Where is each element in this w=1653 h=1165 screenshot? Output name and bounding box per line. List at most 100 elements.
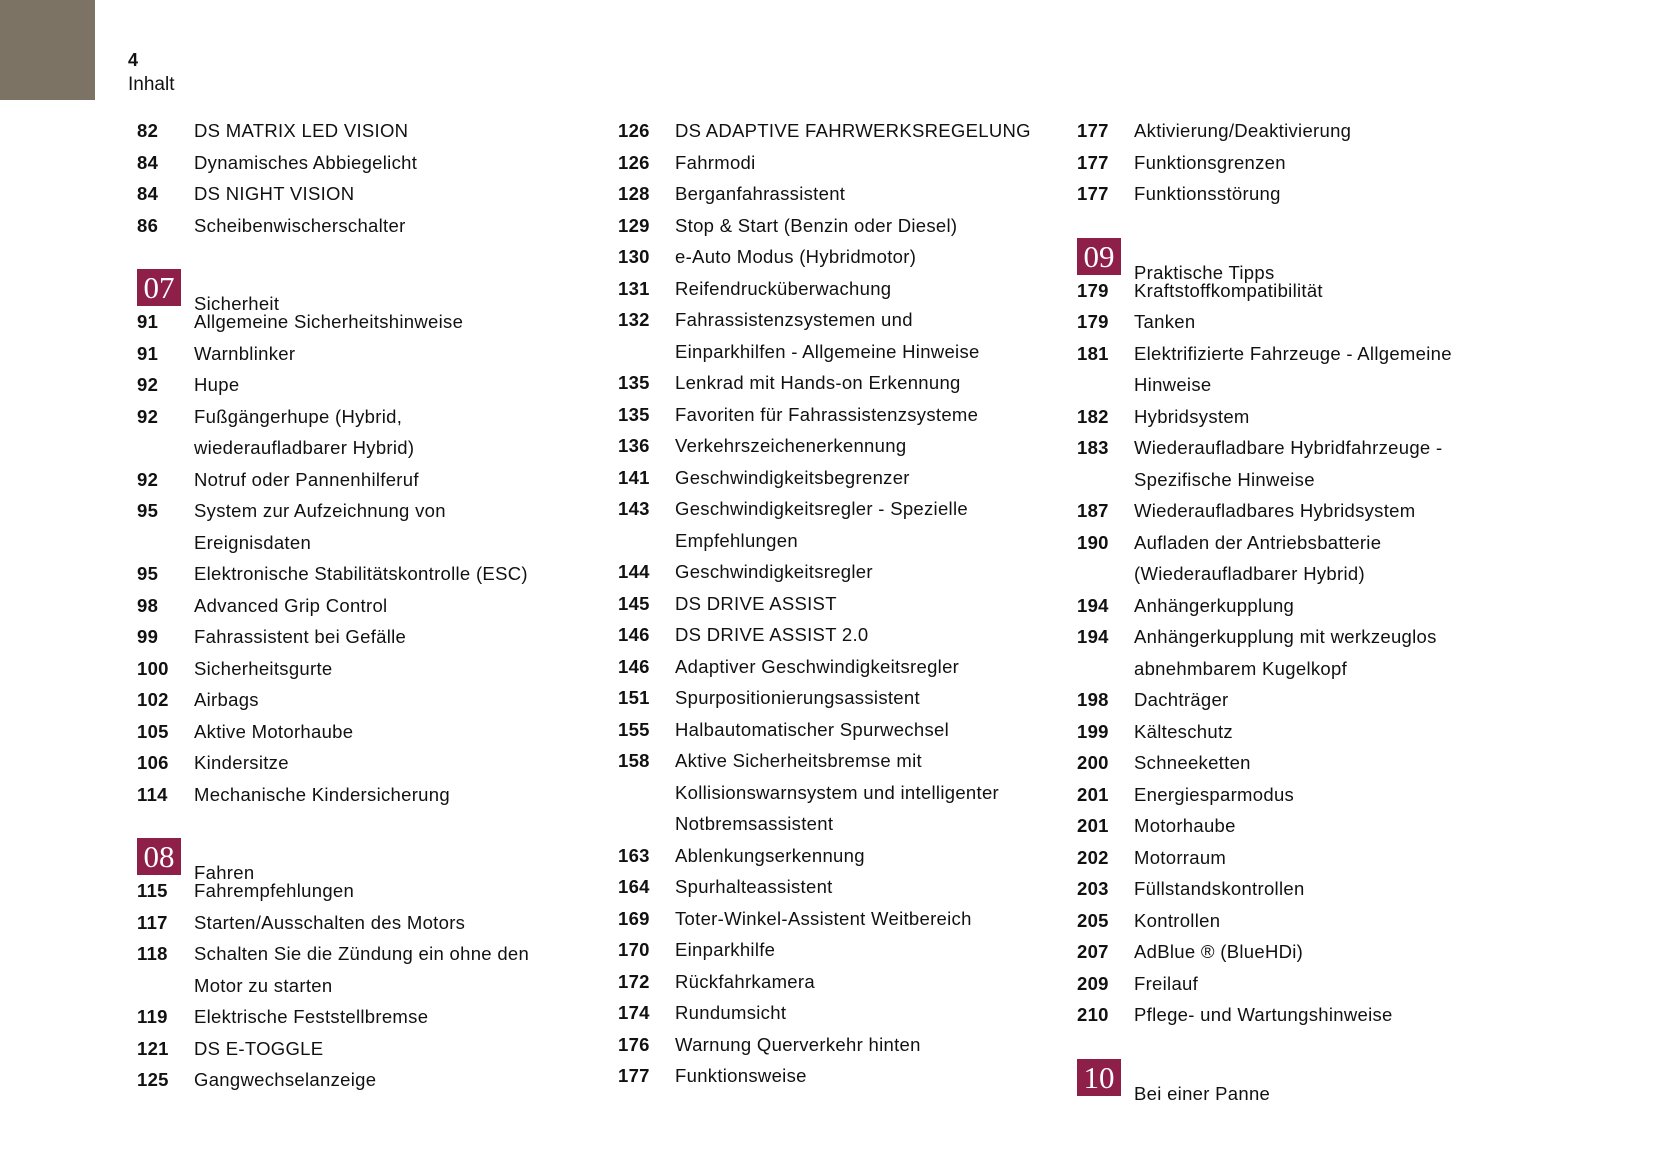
toc-entry[interactable]: 194 Anhängerkupplung mit werkzeuglos abne…: [1077, 621, 1452, 684]
toc-entry[interactable]: 144 Geschwindigkeitsregler: [618, 556, 1031, 588]
toc-entry[interactable]: 92 Notruf oder Pannenhilferuf: [137, 464, 529, 496]
toc-entry[interactable]: 164 Spurhalteassistent: [618, 871, 1031, 903]
toc-entry[interactable]: 177 Funktionsweise: [618, 1060, 1031, 1092]
toc-entry[interactable]: 82 DS MATRIX LED VISION: [137, 115, 529, 147]
chapter-heading[interactable]: 09 Praktische Tipps: [1077, 237, 1452, 282]
toc-entry[interactable]: 201 Motorhaube: [1077, 810, 1452, 842]
toc-entry[interactable]: 135 Favoriten für Fahrassistenzsysteme: [618, 399, 1031, 431]
toc-entry[interactable]: 179 Tanken: [1077, 306, 1452, 338]
toc-entry-title: DS DRIVE ASSIST 2.0: [675, 624, 869, 645]
toc-entry[interactable]: 201 Energiesparmodus: [1077, 779, 1452, 811]
toc-column-1: 82 DS MATRIX LED VISION 84 Dynamisches Abbi…: [137, 115, 529, 1096]
toc-entry[interactable]: 131 Reifendrucküberwachung: [618, 273, 1031, 305]
toc-entry[interactable]: 202 Motorraum: [1077, 842, 1452, 874]
toc-entry[interactable]: 95 System zur Aufzeichnung von Ereignisda…: [137, 495, 529, 558]
toc-entry[interactable]: 200 Schneeketten: [1077, 747, 1452, 779]
toc-entry-title: Dynamisches Abbiegelicht: [194, 151, 418, 173]
toc-entry[interactable]: 84 DS NIGHT VISION: [137, 178, 529, 210]
toc-entry-title: Verkehrszeichenerkennung: [675, 435, 907, 456]
toc-entry-title: Wiederaufladbares Hybridsystem: [1134, 500, 1416, 521]
toc-entry[interactable]: 132 Fahrassistenzsystemen und Einparkhilf…: [618, 304, 1031, 367]
toc-entry[interactable]: 135 Lenkrad mit Hands-on Erkennung: [618, 367, 1031, 399]
toc-page-number: 135: [618, 403, 650, 425]
toc-entry[interactable]: 92 Fußgängerhupe (Hybrid, wiederaufladbar…: [137, 401, 529, 464]
toc-entry[interactable]: 84 Dynamisches Abbiegelicht: [137, 147, 529, 179]
toc-entry[interactable]: 205 Kontrollen: [1077, 905, 1452, 937]
toc-entry[interactable]: 163 Ablenkungserkennung: [618, 840, 1031, 872]
toc-entry[interactable]: 106 Kindersitze: [137, 747, 529, 779]
toc-entry[interactable]: 146 Adaptiver Geschwindigkeitsregler: [618, 651, 1031, 683]
toc-entry[interactable]: 198 Dachträger: [1077, 684, 1452, 716]
toc-entry[interactable]: 100 Sicherheitsgurte: [137, 653, 529, 685]
toc-entry[interactable]: 136 Verkehrszeichenerkennung: [618, 430, 1031, 462]
toc-entry[interactable]: 114 Mechanische Kindersicherung: [137, 779, 529, 811]
toc-entry[interactable]: 99 Fahrassistent bei Gefälle: [137, 621, 529, 653]
toc-entry[interactable]: 115 Fahrempfehlungen: [137, 875, 529, 907]
toc-entry-title: Schalten Sie die Zündung ein ohne den Mo…: [194, 943, 530, 996]
toc-page-number: 136: [618, 435, 650, 456]
toc-entry[interactable]: 177 Funktionsstörung: [1077, 178, 1452, 210]
toc-entry[interactable]: 105 Aktive Motorhaube: [137, 716, 529, 748]
toc-entry[interactable]: 128 Berganfahrassistent: [618, 178, 1031, 210]
toc-entry[interactable]: 143 Geschwindigkeitsregler - Spezielle Em…: [618, 493, 1031, 556]
toc-page-number: 91: [137, 311, 159, 332]
toc-entry[interactable]: 121 DS E-TOGGLE: [137, 1033, 529, 1065]
toc-entry-title: Dachträger: [1134, 689, 1229, 710]
toc-entry-title: Fahrempfehlungen: [194, 880, 355, 901]
toc-entry[interactable]: 172 Rückfahrkamera: [618, 966, 1031, 998]
toc-page-number: 126: [618, 151, 650, 173]
toc-entry[interactable]: 187 Wiederaufladbares Hybridsystem: [1077, 495, 1452, 527]
toc-entry[interactable]: 145 DS DRIVE ASSIST: [618, 588, 1031, 620]
chapter-heading[interactable]: 08 Fahren: [137, 838, 529, 883]
toc-entry[interactable]: 118 Schalten Sie die Zündung ein ohne den…: [137, 938, 529, 1001]
toc-entry[interactable]: 126 Fahrmodi: [618, 147, 1031, 179]
toc-entry[interactable]: 130 e-Auto Modus (Hybridmotor): [618, 241, 1031, 273]
toc-entry[interactable]: 174 Rundumsicht: [618, 997, 1031, 1029]
toc-entry[interactable]: 129 Stop & Start (Benzin oder Diesel): [618, 210, 1031, 242]
toc-entry-title: Tanken: [1134, 311, 1196, 332]
toc-page-number: 115: [137, 880, 168, 901]
toc-entry-title: Scheibenwischerschalter: [194, 214, 406, 236]
chapter-heading[interactable]: 07 Sicherheit: [137, 269, 529, 314]
toc-entry[interactable]: 146 DS DRIVE ASSIST 2.0: [618, 619, 1031, 651]
toc-entry[interactable]: 117 Starten/Ausschalten des Motors: [137, 907, 529, 939]
toc-page-number: 209: [1077, 972, 1109, 994]
toc-entry[interactable]: 177 Aktivierung/Deaktivierung: [1077, 115, 1452, 147]
toc-entry[interactable]: 151 Spurpositionierungsassistent: [618, 682, 1031, 714]
toc-entry[interactable]: 91 Allgemeine Sicherheitshinweise: [137, 306, 529, 338]
toc-entry[interactable]: 158 Aktive Sicherheitsbremse mit Kollisio…: [618, 745, 1031, 840]
toc-entry[interactable]: 207 AdBlue ® (BlueHDi): [1077, 936, 1452, 968]
toc-page-number: 114: [137, 783, 168, 805]
toc-entry[interactable]: 126 DS ADAPTIVE FAHRWERKSREGELUNG: [618, 115, 1031, 147]
toc-entry[interactable]: 86 Scheibenwischerschalter: [137, 210, 529, 242]
toc-entry[interactable]: 119 Elektrische Feststellbremse: [137, 1001, 529, 1033]
chapter-heading[interactable]: 10 Bei einer Panne: [1077, 1058, 1452, 1103]
toc-page-number: 141: [618, 466, 650, 488]
toc-entry[interactable]: 125 Gangwechselanzeige: [137, 1064, 529, 1096]
toc-entry[interactable]: 177 Funktionsgrenzen: [1077, 147, 1452, 179]
toc-entry[interactable]: 176 Warnung Querverkehr hinten: [618, 1029, 1031, 1061]
toc-entry-title: Kontrollen: [1134, 909, 1221, 931]
toc-entry[interactable]: 182 Hybridsystem: [1077, 401, 1452, 433]
toc-entry[interactable]: 181 Elektrifizierte Fahrzeuge - Allgemein…: [1077, 338, 1452, 401]
toc-entry[interactable]: 95 Elektronische Stabilitätskontrolle (ES…: [137, 558, 529, 590]
toc-entry[interactable]: 102 Airbags: [137, 684, 529, 716]
toc-entry-title: Elektronische Stabilitätskontrolle (ESC): [194, 563, 528, 584]
toc-entry[interactable]: 141 Geschwindigkeitsbegrenzer: [618, 462, 1031, 494]
toc-entry[interactable]: 169 Toter-Winkel-Assistent Weitbereich: [618, 903, 1031, 935]
toc-entry[interactable]: 98 Advanced Grip Control: [137, 590, 529, 622]
toc-entry-title: Advanced Grip Control: [194, 594, 388, 616]
toc-entry[interactable]: 183 Wiederaufladbare Hybridfahrzeuge - Sp…: [1077, 432, 1452, 495]
toc-entry[interactable]: 92 Hupe: [137, 369, 529, 401]
toc-entry[interactable]: 199 Kälteschutz: [1077, 716, 1452, 748]
toc-entry-title: Stop & Start (Benzin oder Diesel): [675, 214, 958, 236]
toc-entry[interactable]: 209 Freilauf: [1077, 968, 1452, 1000]
toc-entry[interactable]: 179 Kraftstoffkompatibilität: [1077, 275, 1452, 307]
toc-entry[interactable]: 91 Warnblinker: [137, 338, 529, 370]
toc-entry[interactable]: 170 Einparkhilfe: [618, 934, 1031, 966]
toc-entry[interactable]: 155 Halbautomatischer Spurwechsel: [618, 714, 1031, 746]
toc-entry[interactable]: 203 Füllstandskontrollen: [1077, 873, 1452, 905]
toc-entry[interactable]: 210 Pflege- und Wartungshinweise: [1077, 999, 1452, 1031]
toc-entry[interactable]: 190 Aufladen der Antriebsbatterie (Wieder…: [1077, 527, 1452, 590]
toc-entry[interactable]: 194 Anhängerkupplung: [1077, 590, 1452, 622]
